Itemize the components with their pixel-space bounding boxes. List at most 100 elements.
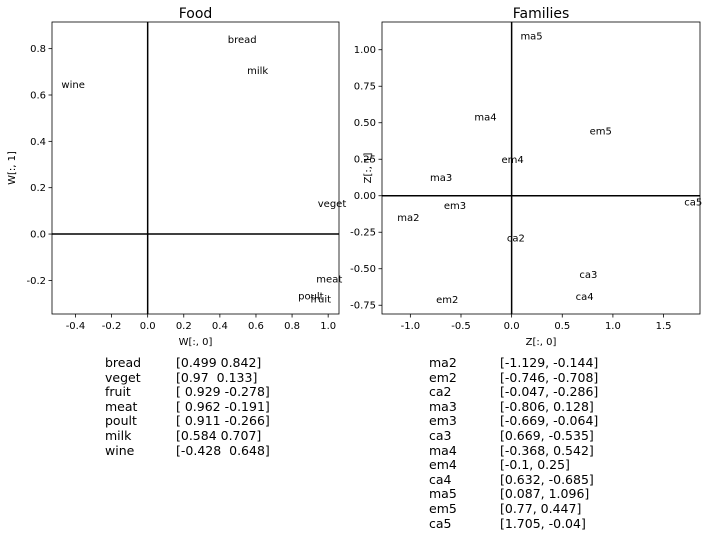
x-tick-label: 1.5: [656, 321, 672, 332]
coord-row: ca5 [1.705, -0.04]: [429, 515, 598, 532]
coord-name: ma3: [429, 398, 457, 414]
point-label-em5: em5: [590, 126, 612, 137]
point-label-wine: wine: [61, 80, 84, 91]
coord-value: [-0.1, 0.25]: [500, 457, 570, 473]
coord-name: ma5: [429, 486, 457, 502]
point-label-veget: veget: [318, 199, 347, 210]
coord-row: meat [ 0.962 -0.191]: [105, 398, 270, 415]
coord-name: ma4: [429, 442, 457, 458]
coord-value: [-0.669, -0.064]: [500, 413, 599, 429]
coord-name: em5: [429, 500, 457, 516]
coord-name: meat: [105, 398, 138, 414]
y-tick-label: 0.6: [30, 91, 46, 102]
coord-name: em2: [429, 369, 457, 385]
coord-value: [-1.129, -0.144]: [500, 355, 599, 370]
point-label-meat: meat: [316, 274, 342, 285]
coord-row: milk [0.584 0.707]: [105, 427, 270, 444]
coord-name: ma2: [429, 355, 457, 370]
coord-value: [-0.368, 0.542]: [500, 442, 594, 458]
x-tick-label: 0.8: [284, 321, 300, 332]
point-label-ma3: ma3: [430, 173, 452, 184]
y-tick-label: -0.75: [350, 301, 376, 312]
x-tick-label: 0.0: [140, 321, 156, 332]
point-label-ma4: ma4: [474, 113, 496, 124]
coord-row: ca4 [0.632, -0.685]: [429, 471, 598, 488]
coord-name: ca3: [429, 427, 452, 443]
y-tick-label: -0.2: [26, 276, 46, 287]
y-tick-label: 0.4: [30, 137, 46, 148]
coord-value: [0.77, 0.447]: [500, 500, 582, 516]
y-tick-label: 0.50: [354, 118, 376, 129]
y-tick-label: 1.00: [354, 45, 376, 56]
x-tick-label: -0.5: [451, 321, 471, 332]
chart-title: Families: [513, 6, 570, 22]
coord-value: [0.632, -0.685]: [500, 471, 594, 487]
coord-name: ca2: [429, 384, 452, 400]
y-tick-label: 0.75: [354, 82, 376, 93]
coord-name: veget: [105, 369, 141, 385]
coord-value: [ 0.929 -0.278]: [176, 384, 270, 400]
point-label-poult: poult: [298, 292, 324, 303]
coord-row: bread [0.499 0.842]: [105, 355, 270, 371]
x-tick-label: 1.0: [605, 321, 621, 332]
coord-row: ma5 [0.087, 1.096]: [429, 487, 598, 502]
coord-row: ca3 [0.669, -0.535]: [429, 427, 598, 444]
x-tick-label: 0.5: [554, 321, 570, 332]
point-label-em4: em4: [502, 155, 524, 166]
x-tick-label: 0.4: [212, 321, 228, 332]
coord-name: ca5: [429, 515, 452, 531]
y-tick-label: 0.2: [30, 183, 46, 194]
coord-name: milk: [105, 427, 132, 443]
plot-frame: [381, 21, 701, 315]
coord-value: [0.97 0.133]: [176, 369, 258, 385]
coord-value: [-0.806, 0.128]: [500, 398, 594, 414]
coord-row: ma4 [-0.368, 0.542]: [429, 442, 598, 459]
point-label-ma2: ma2: [397, 213, 419, 224]
y-axis-label: Z[:, 1]: [363, 153, 374, 184]
coord-name: wine: [105, 442, 135, 458]
coord-value: [ 0.962 -0.191]: [176, 398, 270, 414]
coord-value: [0.087, 1.096]: [500, 486, 590, 502]
y-tick-label: 0.0: [30, 230, 46, 241]
coord-name: ca4: [429, 471, 452, 487]
x-axis-label: Z[:, 0]: [526, 337, 557, 348]
coord-row: ma3 [-0.806, 0.128]: [429, 398, 598, 415]
x-tick-label: 0.0: [504, 321, 520, 332]
x-tick-label: 0.6: [248, 321, 264, 332]
y-tick-label: -0.50: [350, 264, 376, 275]
point-label-em2: em2: [436, 295, 458, 306]
y-axis-label: W[:, 1]: [7, 151, 18, 185]
x-tick-label: 0.2: [176, 321, 192, 332]
coord-value: [0.584 0.707]: [176, 427, 262, 443]
point-label-milk: milk: [247, 66, 268, 77]
food-coordinates-table: bread [0.499 0.842] veget [0.97 0.133] fruit…: [105, 355, 270, 458]
x-tick-label: -0.4: [66, 321, 86, 332]
coord-name: fruit: [105, 384, 131, 400]
coord-row: ca2 [-0.047, -0.286]: [429, 385, 598, 400]
plot-frame: [51, 21, 340, 315]
x-tick-label: -0.2: [102, 321, 122, 332]
point-label-ca5: ca5: [684, 198, 702, 209]
coord-name: em4: [429, 457, 457, 473]
y-tick-label: -0.25: [350, 228, 376, 239]
point-label-fruit: fruit: [310, 294, 331, 305]
point-label-ma5: ma5: [520, 32, 542, 43]
y-tick-label: 0.25: [354, 155, 376, 166]
coord-row: ma2 [-1.129, -0.144]: [429, 355, 599, 371]
point-label-ca4: ca4: [576, 292, 594, 303]
coord-row: em4 [-0.1, 0.25]: [429, 458, 598, 473]
chart-title: Food: [179, 6, 213, 22]
coord-row: em2 [-0.746, -0.708]: [429, 369, 598, 386]
coord-row: em5 [0.77, 0.447]: [429, 500, 598, 517]
point-label-ca2: ca2: [507, 233, 525, 244]
coord-value: [0.669, -0.535]: [500, 427, 594, 443]
coord-name: poult: [105, 413, 137, 429]
coord-row: poult [ 0.911 -0.266]: [105, 414, 270, 429]
y-tick-label: 0.8: [30, 44, 46, 55]
y-tick-label: 0.00: [354, 191, 376, 202]
point-label-bread: bread: [228, 35, 257, 46]
families-coordinates-table: ma2 [-1.129, -0.144] em2 [-0.746, -0.708] ca…: [429, 355, 599, 532]
coord-name: bread: [105, 355, 142, 370]
coord-row: em3 [-0.669, -0.064]: [429, 414, 598, 429]
